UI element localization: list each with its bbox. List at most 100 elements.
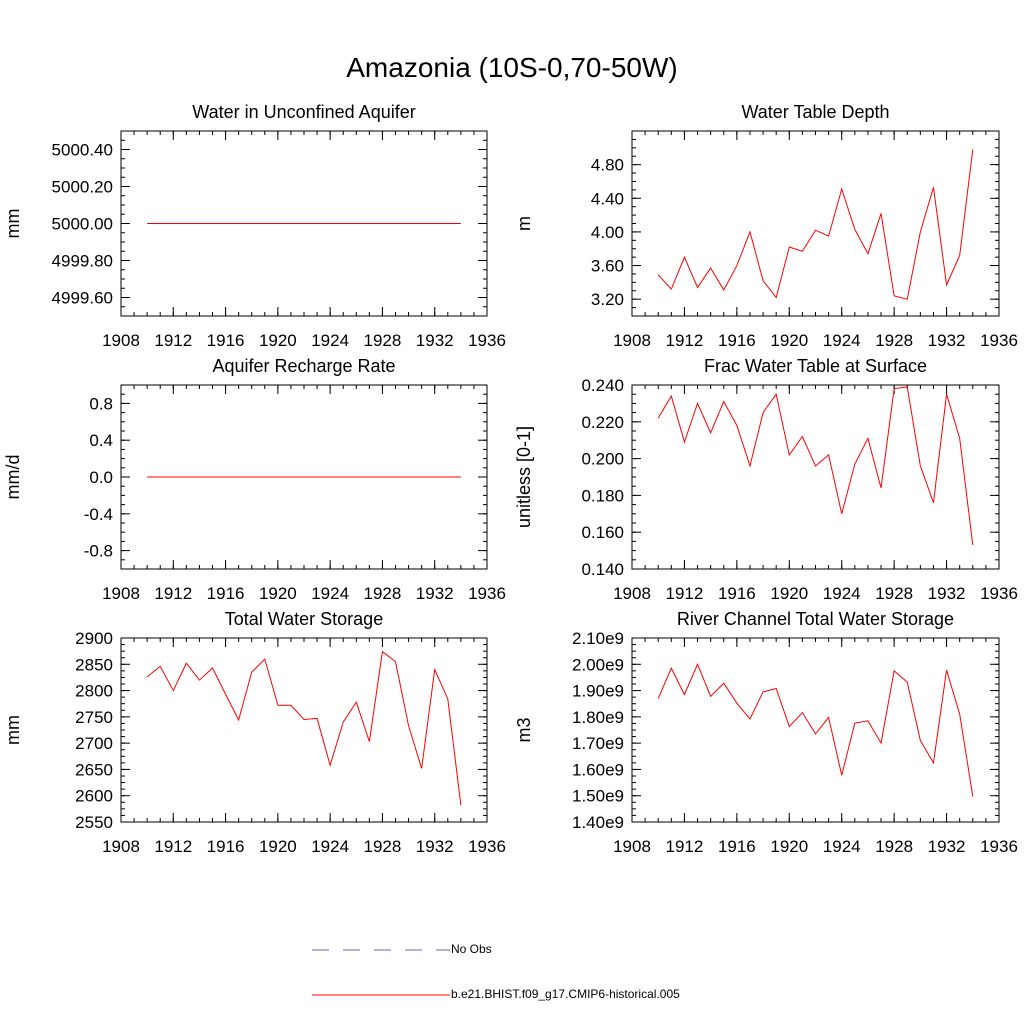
- x-tick-label: 1924: [311, 837, 349, 856]
- y-tick-label: 2750: [75, 708, 113, 727]
- y-tick-label: 2600: [75, 787, 113, 806]
- y-tick-label: 0.180: [581, 486, 624, 505]
- legend-label-model: b.e21.BHIST.f09_g17.CMIP6-historical.005: [451, 987, 680, 1001]
- x-tick-label: 1916: [207, 837, 245, 856]
- y-tick-label: 2900: [75, 629, 113, 648]
- panel-title: Total Water Storage: [225, 609, 383, 629]
- x-tick-label: 1920: [259, 837, 297, 856]
- series-line: [657, 149, 974, 300]
- x-tick-label: 1920: [770, 331, 808, 350]
- chart-panels: Water in Unconfined Aquifer mm 1908 1912 191…: [3, 102, 1018, 856]
- x-tick-label: 1928: [875, 837, 913, 856]
- x-tick-label: 1928: [364, 837, 402, 856]
- x-tick-label: 1916: [718, 331, 756, 350]
- y-tick-label: 0.200: [581, 450, 624, 469]
- y-tick-label: 1.60e9: [572, 760, 624, 779]
- x-tick-label: 1908: [613, 584, 651, 603]
- y-tick-label: 4.80: [591, 156, 624, 175]
- x-tick-label: 1908: [102, 331, 140, 350]
- y-tick-label: 1.50e9: [572, 787, 624, 806]
- x-tick-label: 1912: [154, 584, 192, 603]
- series-line: [657, 663, 974, 797]
- x-tick-label: 1924: [311, 584, 349, 603]
- panel-title: Frac Water Table at Surface: [704, 356, 927, 376]
- x-tick-label: 1916: [718, 584, 756, 603]
- series-line: [657, 386, 974, 546]
- y-tick-label: -0.4: [84, 505, 113, 524]
- x-tick-label: 1908: [613, 837, 651, 856]
- y-tick-label: 2650: [75, 760, 113, 779]
- x-tick-label: 1920: [259, 331, 297, 350]
- x-tick-label: 1932: [928, 331, 966, 350]
- x-tick-label: 1936: [468, 584, 506, 603]
- y-axis-label: m: [514, 216, 534, 231]
- chart-panel-5: Total Water Storage mm 1908 1912 1916 1920 192…: [3, 609, 506, 856]
- x-tick-label: 1936: [980, 584, 1018, 603]
- x-tick-label: 1936: [468, 331, 506, 350]
- x-tick-label: 1908: [613, 331, 651, 350]
- y-axis-label: mm: [3, 715, 23, 745]
- y-tick-label: 0.220: [581, 413, 624, 432]
- y-tick-label: 2.10e9: [572, 629, 624, 648]
- x-tick-label: 1908: [102, 584, 140, 603]
- chart-panel-1: Water in Unconfined Aquifer mm 1908 1912 191…: [3, 102, 506, 350]
- y-tick-label: 1.80e9: [572, 708, 624, 727]
- y-tick-label: -0.8: [84, 542, 113, 561]
- x-tick-label: 1932: [928, 837, 966, 856]
- x-tick-label: 1924: [823, 837, 861, 856]
- y-tick-label: 0.4: [89, 431, 113, 450]
- x-tick-label: 1928: [875, 331, 913, 350]
- y-axis-label: mm/d: [3, 455, 23, 500]
- y-tick-label: 2550: [75, 813, 113, 832]
- x-tick-label: 1936: [980, 331, 1018, 350]
- x-tick-label: 1924: [311, 331, 349, 350]
- x-tick-label: 1924: [823, 584, 861, 603]
- y-tick-label: 0.8: [89, 394, 113, 413]
- x-tick-label: 1928: [364, 331, 402, 350]
- y-tick-label: 1.70e9: [572, 734, 624, 753]
- x-tick-label: 1932: [928, 584, 966, 603]
- x-tick-label: 1936: [468, 837, 506, 856]
- y-tick-label: 2800: [75, 682, 113, 701]
- plot-frame: [631, 130, 1000, 317]
- panel-title: Aquifer Recharge Rate: [212, 356, 395, 376]
- x-tick-label: 1912: [666, 837, 704, 856]
- x-tick-label: 1932: [416, 331, 454, 350]
- y-tick-label: 4.40: [591, 189, 624, 208]
- x-tick-label: 1916: [718, 837, 756, 856]
- x-tick-label: 1936: [980, 837, 1018, 856]
- series-line: [146, 650, 462, 806]
- y-tick-label: 2.00e9: [572, 655, 624, 674]
- x-tick-label: 1924: [823, 331, 861, 350]
- plot-frame: [631, 637, 1000, 823]
- x-tick-label: 1932: [416, 584, 454, 603]
- y-tick-label: 0.160: [581, 523, 624, 542]
- x-tick-label: 1916: [207, 584, 245, 603]
- y-tick-label: 2850: [75, 655, 113, 674]
- legend-label-no-obs: No Obs: [451, 942, 492, 956]
- figure-title: Amazonia (10S-0,70-50W): [346, 52, 678, 83]
- plot-frame: [120, 637, 488, 823]
- x-tick-label: 1908: [102, 837, 140, 856]
- y-tick-label: 3.20: [591, 290, 624, 309]
- y-tick-label: 0.240: [581, 376, 624, 395]
- y-tick-label: 2700: [75, 734, 113, 753]
- y-axis-label: unitless [0-1]: [514, 426, 534, 528]
- x-tick-label: 1920: [770, 584, 808, 603]
- y-axis-label: m3: [514, 717, 534, 742]
- x-tick-label: 1912: [666, 331, 704, 350]
- y-tick-label: 3.60: [591, 257, 624, 276]
- chart-panel-4: Frac Water Table at Surface unitless [0-1…: [514, 356, 1018, 603]
- y-tick-label: 1.40e9: [572, 813, 624, 832]
- panel-title: Water in Unconfined Aquifer: [192, 102, 415, 122]
- y-tick-label: 1.90e9: [572, 682, 624, 701]
- y-tick-label: 5000.00: [52, 215, 113, 234]
- y-tick-label: 5000.20: [52, 178, 113, 197]
- x-tick-label: 1912: [154, 837, 192, 856]
- y-tick-label: 0.140: [581, 560, 624, 579]
- y-tick-label: 4999.80: [52, 252, 113, 271]
- x-tick-label: 1932: [416, 837, 454, 856]
- y-tick-label: 4.00: [591, 223, 624, 242]
- x-tick-label: 1920: [770, 837, 808, 856]
